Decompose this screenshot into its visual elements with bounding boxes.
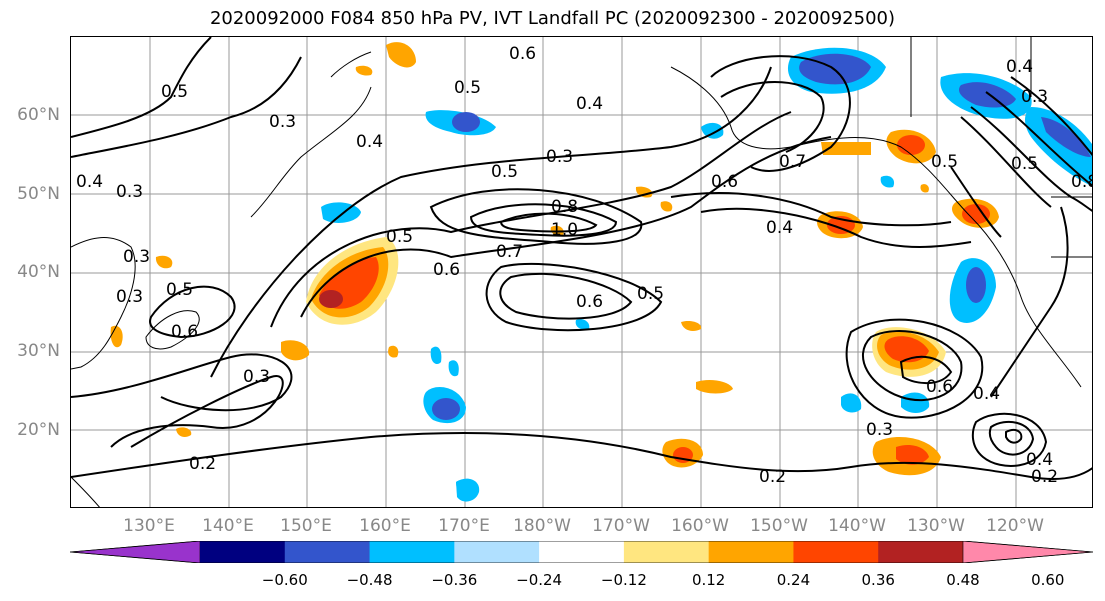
contour-labels: 0.6 0.5 0.4 0.3 0.5 0.4 0.3 0.4 0.3 0.5 … — [76, 44, 1093, 487]
contour-label: 0.2 — [759, 467, 786, 487]
contour-label: 0.4 — [356, 132, 383, 152]
contour-label: 0.6 — [509, 44, 536, 64]
lat-label: 50°N — [17, 184, 60, 204]
colorbar-cell — [708, 541, 794, 563]
lat-label: 20°N — [17, 420, 60, 440]
contour-label: 0.3 — [269, 112, 296, 132]
contour-label: 0.4 — [1026, 450, 1053, 470]
lat-label: 40°N — [17, 262, 60, 282]
lon-label: 180°W — [513, 516, 571, 536]
contour-label: 0.6 — [576, 292, 603, 312]
colorbar-tick-label: −0.36 — [431, 571, 478, 589]
contour-label: 0.8 — [1071, 172, 1093, 192]
contour-label: 0.5 — [386, 227, 413, 247]
contour-label: 0.5 — [166, 280, 193, 300]
contour-label: 0.5 — [491, 162, 518, 182]
contour-label: 0.3 — [546, 147, 573, 167]
lon-label: 160°E — [359, 516, 411, 536]
graticule — [71, 37, 1092, 507]
colorbar-cell — [623, 541, 710, 563]
contour-label: 0.4 — [76, 172, 103, 192]
contour-label: 0.6 — [433, 260, 460, 280]
lat-label: 60°N — [17, 105, 60, 125]
contour-label: 0.4 — [576, 94, 603, 114]
colorbar-tick-label: 0.12 — [691, 571, 726, 589]
colorbar-tick-label: −0.12 — [600, 571, 647, 589]
contour-label: 0.5 — [1011, 154, 1038, 174]
lon-label: 170°E — [438, 516, 490, 536]
map-panel: 0.6 0.5 0.4 0.3 0.5 0.4 0.3 0.4 0.3 0.5 … — [70, 36, 1093, 508]
lon-label: 140°E — [202, 516, 254, 536]
map-title: 2020092000 F084 850 hPa PV, IVT Landfall… — [209, 8, 896, 29]
colorbar-tick-label: 0.48 — [946, 571, 980, 589]
contour-label: 0.4 — [766, 218, 793, 238]
colorbar-cell — [878, 541, 964, 563]
colorbar-cells — [70, 541, 1093, 563]
lon-label: 130°W — [907, 516, 965, 536]
contour-label: 0.6 — [711, 172, 738, 192]
colorbar-tick-label: 0.60 — [1031, 571, 1065, 589]
lon-label: 140°W — [828, 516, 886, 536]
colorbar-cell — [793, 541, 879, 563]
colorbar-tick-label: −0.48 — [346, 571, 393, 589]
contour-label: 0.5 — [637, 284, 664, 304]
contour-label: 0.4 — [973, 384, 1000, 404]
contour-label: 0.7 — [779, 152, 806, 172]
colorbar-extend-low — [70, 541, 201, 563]
contour-label: 0.3 — [243, 367, 270, 387]
lat-label: 30°N — [17, 341, 60, 361]
contour-label: 0.3 — [866, 420, 893, 440]
colorbar-tick-label: 0.36 — [861, 571, 895, 589]
contour-label: 0.3 — [123, 247, 150, 267]
coastlines — [71, 37, 1092, 507]
contour-label: 0.5 — [931, 152, 958, 172]
contour-label: 0.6 — [171, 322, 198, 342]
colorbar-cell — [369, 541, 455, 563]
contour-label: 0.5 — [161, 82, 188, 102]
contour-label: 0.6 — [926, 377, 953, 397]
contour-label: 0.8 — [551, 197, 578, 217]
colorbar-tick-label: 0.24 — [776, 571, 811, 589]
lon-label: 170°W — [592, 516, 650, 536]
colorbar-cell — [539, 541, 625, 563]
contour-label: 0.7 — [496, 242, 523, 262]
lon-label: 150°W — [750, 516, 808, 536]
contour-label: 0.4 — [1006, 57, 1033, 77]
lon-label: 120°W — [986, 516, 1044, 536]
colorbar-tick-label: −0.24 — [516, 571, 563, 589]
contour-label: 0.3 — [116, 287, 143, 307]
colorbar-cell — [284, 541, 371, 563]
colorbar-tick-label: −0.60 — [261, 571, 308, 589]
lon-label: 160°W — [671, 516, 729, 536]
colorbar-cell — [200, 541, 286, 563]
contour-label: 0.5 — [454, 78, 481, 98]
colorbar-extend-high — [962, 541, 1093, 563]
pv-contours — [71, 37, 1092, 480]
contour-label: 0.3 — [1021, 87, 1048, 107]
contour-label: 0.3 — [116, 182, 143, 202]
colorbar-cell — [454, 541, 540, 563]
colorbar — [70, 541, 1093, 563]
contour-label: 1.0 — [551, 220, 578, 240]
lon-label: 130°E — [123, 516, 175, 536]
contour-label: 0.2 — [189, 454, 216, 474]
map-canvas: 0.6 0.5 0.4 0.3 0.5 0.4 0.3 0.4 0.3 0.5 … — [71, 37, 1093, 507]
contour-label: 0.2 — [1031, 467, 1058, 487]
lon-label: 150°E — [280, 516, 332, 536]
